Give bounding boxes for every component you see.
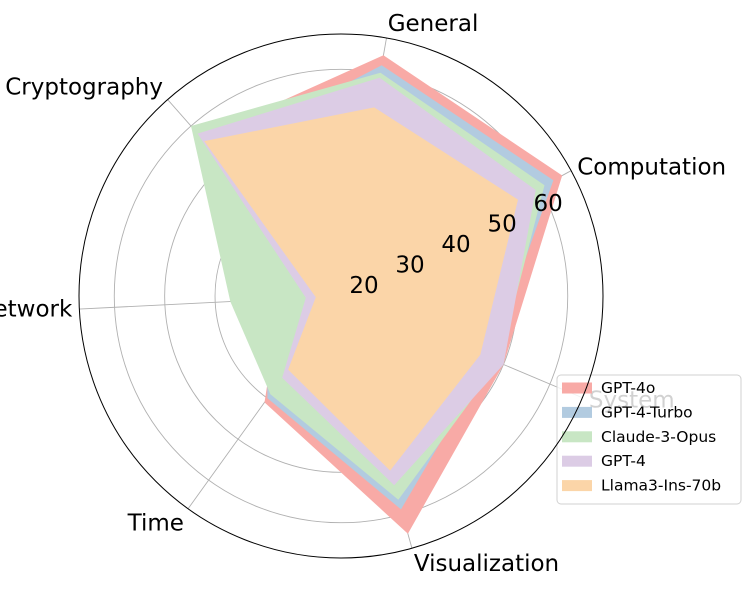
axis-label-cryptography: Cryptography: [5, 74, 163, 100]
legend-label: GPT-4o: [601, 379, 655, 397]
legend-swatch: [562, 406, 592, 418]
legend-swatch: [562, 455, 592, 467]
radial-tick-labels: 20 30 40 50 60: [349, 191, 562, 299]
legend-swatch: [562, 480, 592, 492]
legend-label: GPT-4: [601, 452, 646, 470]
axis-label-time: Time: [127, 510, 184, 536]
legend-swatch: [562, 382, 592, 394]
legend-label: Llama3-Ins-70b: [601, 477, 721, 495]
legend-box: [556, 374, 742, 505]
radial-tick-label: 30: [395, 252, 424, 278]
outer-frame: [78, 33, 604, 559]
radar-series: [191, 55, 563, 534]
radial-tick-label: 60: [533, 191, 562, 217]
axis-label-computation: Computation: [577, 154, 726, 180]
legend: GPT-4o GPT-4-Turbo Claude-3-Opus GPT-4 Llama…: [556, 374, 742, 505]
radial-tick-label: 20: [349, 273, 378, 299]
series-area: [204, 107, 519, 471]
legend-swatch: [562, 431, 592, 443]
radial-tick-label: 40: [441, 232, 470, 258]
axis-label-network: Network: [0, 296, 73, 322]
axis-label-visualization: Visualization: [414, 551, 559, 577]
grid-ring: [113, 68, 569, 524]
legend-label: Claude-3-Opus: [601, 428, 716, 446]
legend-label: GPT-4-Turbo: [601, 403, 693, 421]
axis-label-general: General: [388, 11, 479, 37]
radial-tick-label: 50: [487, 211, 516, 237]
